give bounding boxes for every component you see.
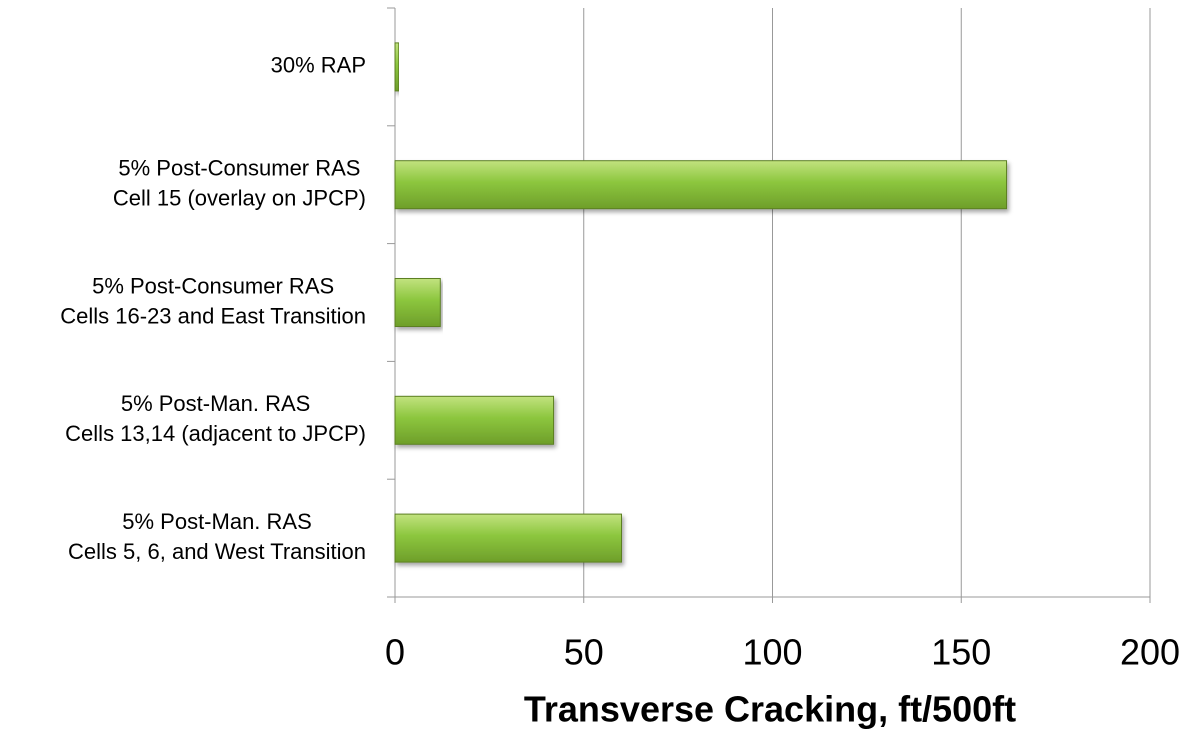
x-tick-label: 0 bbox=[385, 632, 405, 673]
bar bbox=[394, 160, 1008, 210]
y-tick-label: 5% Post-Man. RAS bbox=[121, 391, 311, 416]
x-tick-label: 100 bbox=[742, 632, 802, 673]
y-tick-label: 5% Post-Consumer RAS bbox=[118, 156, 360, 181]
x-tick-label: 50 bbox=[564, 632, 604, 673]
x-tick-label: 200 bbox=[1120, 632, 1180, 673]
y-tick-label: Cells 5, 6, and West Transition bbox=[68, 539, 366, 564]
bar bbox=[394, 42, 400, 92]
y-tick-label: 30% RAP bbox=[271, 53, 366, 78]
y-tick-label: Cells 13,14 (adjacent to JPCP) bbox=[65, 421, 366, 446]
bar bbox=[394, 278, 441, 327]
y-tick-label: Cell 15 (overlay on JPCP) bbox=[113, 186, 366, 211]
y-tick-label: 5% Post-Man. RAS bbox=[122, 509, 312, 534]
x-axis-title: Transverse Cracking, ft/500ft bbox=[524, 689, 1016, 730]
y-tick-label: Cells 16-23 and East Transition bbox=[60, 303, 366, 328]
bar bbox=[394, 513, 622, 563]
x-tick-label: 150 bbox=[931, 632, 991, 673]
bar bbox=[394, 395, 555, 445]
y-tick-label: 5% Post-Consumer RAS bbox=[92, 273, 334, 298]
